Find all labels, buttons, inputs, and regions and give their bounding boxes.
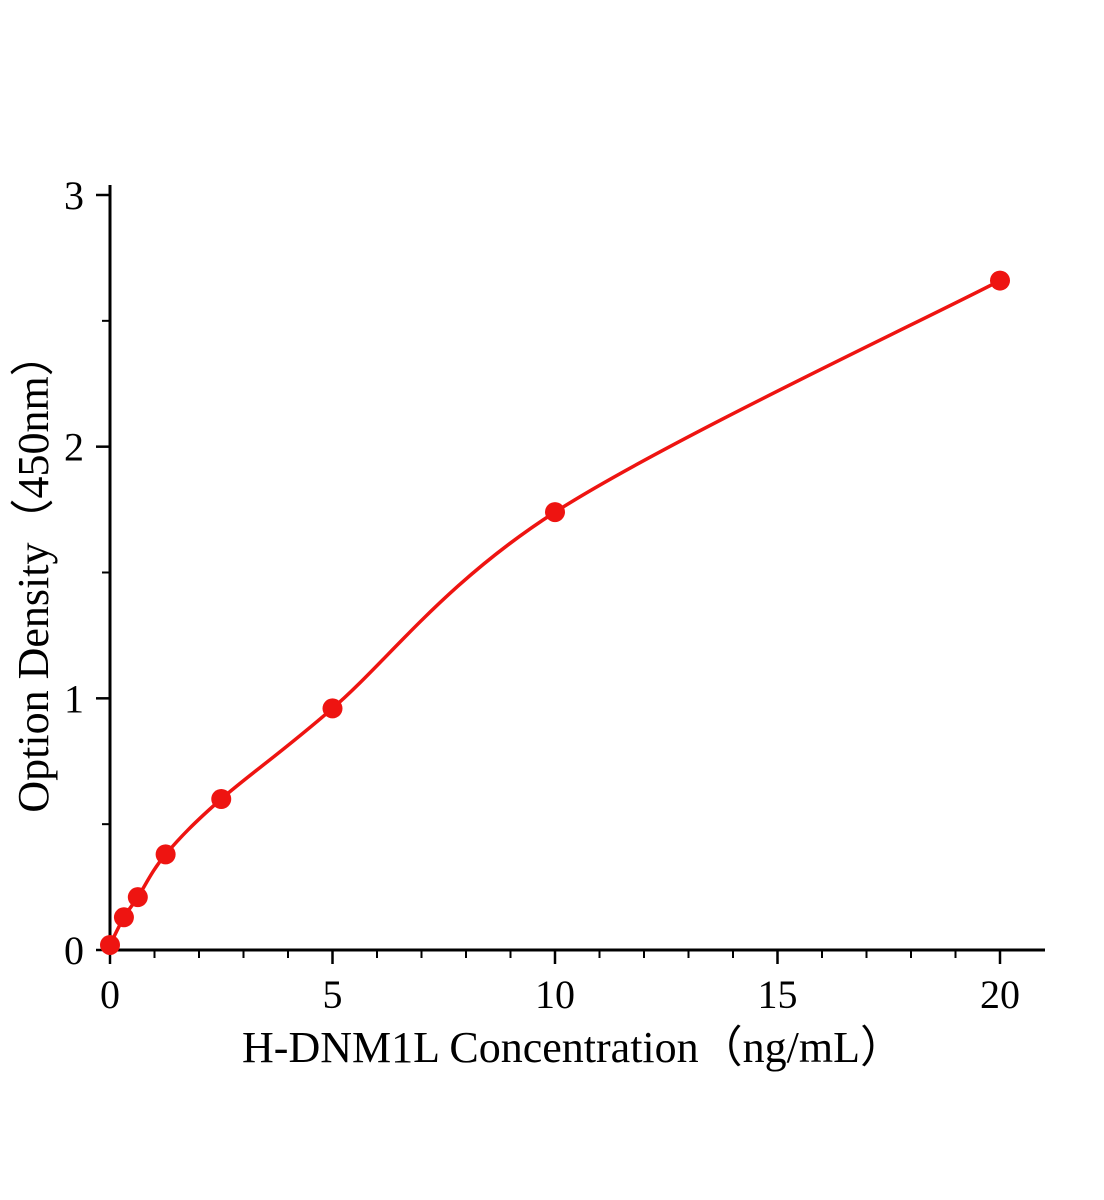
data-point (545, 502, 565, 523)
x-tick-label: 5 (323, 972, 343, 1017)
x-tick-label: 20 (980, 972, 1020, 1017)
y-tick-label: 3 (64, 173, 84, 218)
y-tick-label: 0 (64, 928, 84, 973)
x-tick-label: 15 (758, 972, 798, 1017)
x-axis-title: H-DNM1L Concentration（ng/mL） (242, 1023, 904, 1072)
tick-marks (96, 193, 1002, 964)
data-series (100, 270, 1010, 955)
data-point (990, 270, 1010, 291)
data-point (113, 907, 134, 928)
y-tick-label: 2 (64, 425, 84, 470)
data-point (127, 887, 148, 908)
axes (108, 185, 1045, 952)
data-point (211, 789, 232, 809)
data-point (155, 844, 176, 865)
x-tick-label: 10 (535, 972, 575, 1017)
x-tick-label: 0 (100, 972, 120, 1017)
data-point (322, 698, 343, 719)
y-axis-title: Option Density（450nm） (9, 332, 58, 812)
data-point (100, 934, 120, 955)
y-tick-label: 1 (64, 676, 84, 721)
fit-curve (108, 278, 1002, 947)
tick-labels: 0 5 10 15 20 0 1 2 3 (64, 173, 1020, 1017)
